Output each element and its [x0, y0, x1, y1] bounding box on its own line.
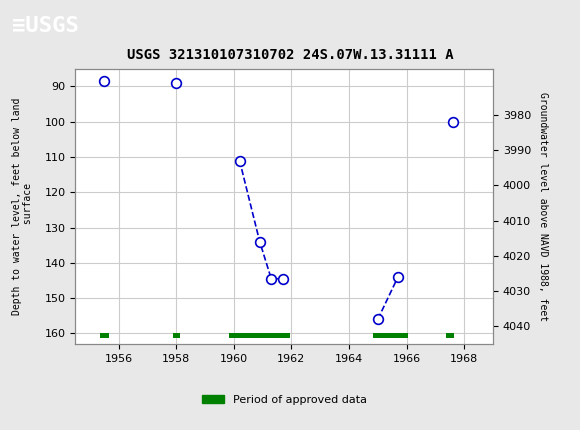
Bar	[100, 332, 108, 338]
Y-axis label: Groundwater level above NAVD 1988, feet: Groundwater level above NAVD 1988, feet	[538, 92, 548, 321]
Bar	[447, 332, 454, 338]
Y-axis label: Depth to water level, feet below land
 surface: Depth to water level, feet below land su…	[12, 98, 34, 315]
Bar	[230, 332, 290, 338]
Bar	[173, 332, 180, 338]
Text: ≡USGS: ≡USGS	[12, 16, 78, 36]
Legend: Period of approved data: Period of approved data	[197, 390, 371, 409]
Text: USGS 321310107310702 24S.07W.13.31111 A: USGS 321310107310702 24S.07W.13.31111 A	[126, 48, 454, 62]
Bar	[374, 332, 408, 338]
